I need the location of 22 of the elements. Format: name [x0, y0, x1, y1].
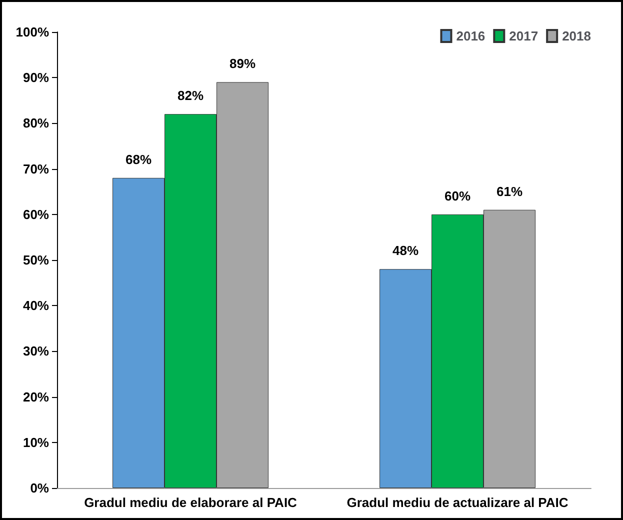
y-tick-label: 70%: [22, 161, 50, 176]
y-tick-label: 80%: [22, 116, 50, 131]
y-tick-label: 10%: [22, 434, 50, 450]
y-tick-label: 0%: [30, 480, 50, 496]
y-tick-label: 60%: [22, 206, 50, 222]
data-label: 61%: [496, 184, 523, 199]
y-tick-label: 40%: [22, 298, 50, 314]
x-tick-label: Gradul mediu de elaborare al PAIC: [84, 495, 298, 510]
y-tick-label: 50%: [22, 252, 50, 268]
legend-label: 2017: [509, 28, 538, 44]
y-tick-label: 30%: [22, 344, 50, 359]
data-label: 82%: [177, 88, 204, 104]
data-label: 60%: [444, 188, 471, 204]
legend-label: 2016: [456, 28, 486, 44]
y-tick-label: 90%: [22, 70, 50, 86]
y-tick-label: 20%: [22, 389, 50, 404]
data-label: 89%: [229, 56, 256, 72]
y-tick-label: 100%: [16, 24, 50, 40]
legend-label: 2018: [562, 28, 591, 44]
x-tick-label: Gradul mediu de actualizare al PAIC: [346, 495, 569, 510]
data-label: 48%: [392, 243, 419, 258]
data-label: 68%: [125, 152, 152, 167]
